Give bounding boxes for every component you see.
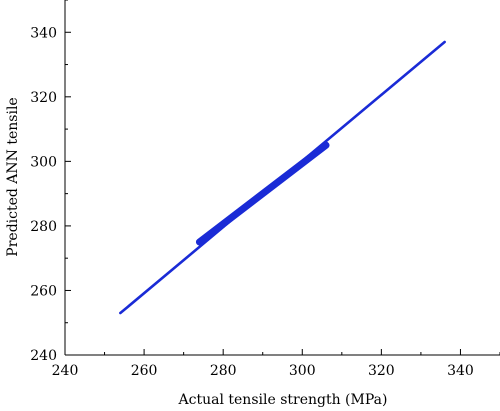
x-tick-label: 280 [210, 363, 237, 379]
y-tick-label: 260 [30, 283, 57, 299]
x-tick-label: 340 [447, 363, 474, 379]
plot-area: 240 260 280 300 320 340 240 260 280 300 320 340 [30, 0, 500, 379]
x-ticks: 240 260 280 300 320 340 [52, 349, 500, 379]
y-tick-label: 320 [30, 90, 57, 106]
x-tick-label: 320 [368, 363, 395, 379]
x-axis-label: Actual tensile strength (MPa) [178, 392, 388, 408]
x-tick-label: 300 [289, 363, 316, 379]
x-tick-label: 260 [131, 363, 158, 379]
x-tick-label: 240 [52, 363, 79, 379]
y-tick-label: 280 [30, 219, 57, 235]
y-tick-label: 300 [30, 154, 57, 170]
y-tick-label: 240 [30, 348, 57, 364]
y-tick-label: 340 [30, 25, 57, 41]
dense-data-band [195, 141, 330, 246]
series-group [119, 40, 446, 315]
y-ticks: 240 260 280 300 320 340 [30, 0, 71, 364]
y-axis-label: Predicted ANN tensile [5, 97, 21, 256]
